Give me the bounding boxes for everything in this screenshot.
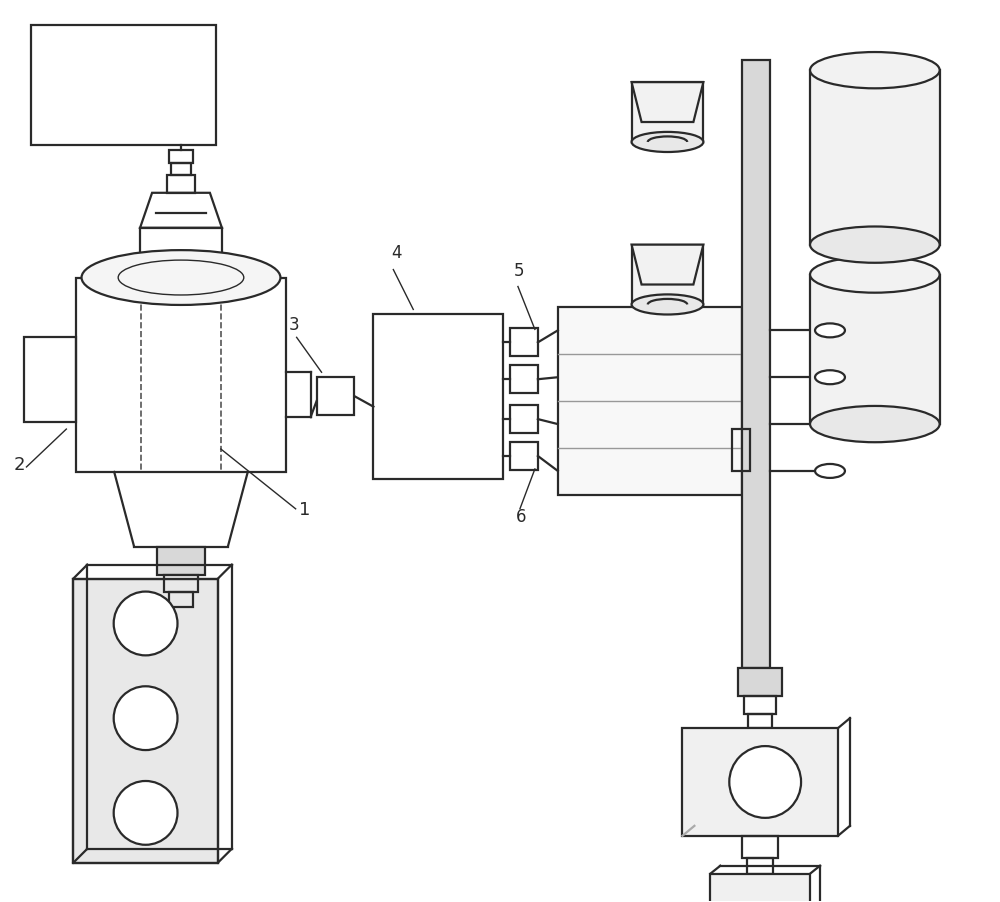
Bar: [710, 874, 810, 902]
Ellipse shape: [815, 465, 845, 478]
Bar: [632, 83, 703, 143]
Circle shape: [114, 686, 177, 750]
Bar: [169, 592, 193, 607]
Bar: [747, 858, 773, 874]
Ellipse shape: [815, 371, 845, 385]
Ellipse shape: [632, 133, 703, 152]
Ellipse shape: [632, 295, 703, 315]
Bar: [24, 338, 76, 423]
Ellipse shape: [82, 251, 280, 306]
Ellipse shape: [118, 261, 244, 296]
Bar: [164, 575, 198, 592]
Text: 3: 3: [289, 316, 299, 334]
Bar: [510, 366, 538, 394]
Bar: [744, 696, 776, 714]
Circle shape: [729, 746, 801, 818]
Bar: [632, 245, 703, 305]
Bar: [510, 406, 538, 434]
Bar: [73, 579, 218, 863]
Bar: [558, 308, 742, 495]
Bar: [510, 443, 538, 471]
Bar: [167, 176, 195, 194]
Bar: [738, 668, 782, 696]
Ellipse shape: [810, 227, 940, 263]
Bar: [682, 728, 838, 836]
Bar: [157, 548, 205, 575]
Ellipse shape: [815, 418, 845, 431]
Polygon shape: [632, 245, 703, 285]
Bar: [73, 579, 218, 863]
Bar: [742, 61, 770, 668]
Circle shape: [114, 781, 177, 845]
Bar: [732, 429, 750, 472]
Bar: [317, 378, 354, 416]
Ellipse shape: [815, 324, 845, 338]
Bar: [810, 71, 940, 245]
Polygon shape: [632, 83, 703, 123]
Bar: [169, 151, 193, 163]
Text: 2: 2: [14, 456, 25, 474]
Bar: [171, 163, 191, 176]
Text: 1: 1: [299, 501, 310, 519]
Ellipse shape: [810, 257, 940, 293]
Bar: [76, 278, 286, 473]
Bar: [742, 836, 778, 858]
Bar: [510, 329, 538, 357]
Ellipse shape: [810, 53, 940, 89]
Circle shape: [114, 592, 177, 656]
Text: 4: 4: [391, 244, 402, 262]
Polygon shape: [140, 194, 222, 228]
Ellipse shape: [810, 407, 940, 443]
Text: 5: 5: [514, 262, 524, 280]
Bar: [748, 714, 772, 728]
Bar: [373, 315, 503, 479]
Text: 6: 6: [516, 507, 526, 525]
Bar: [31, 26, 216, 146]
Bar: [810, 275, 940, 425]
